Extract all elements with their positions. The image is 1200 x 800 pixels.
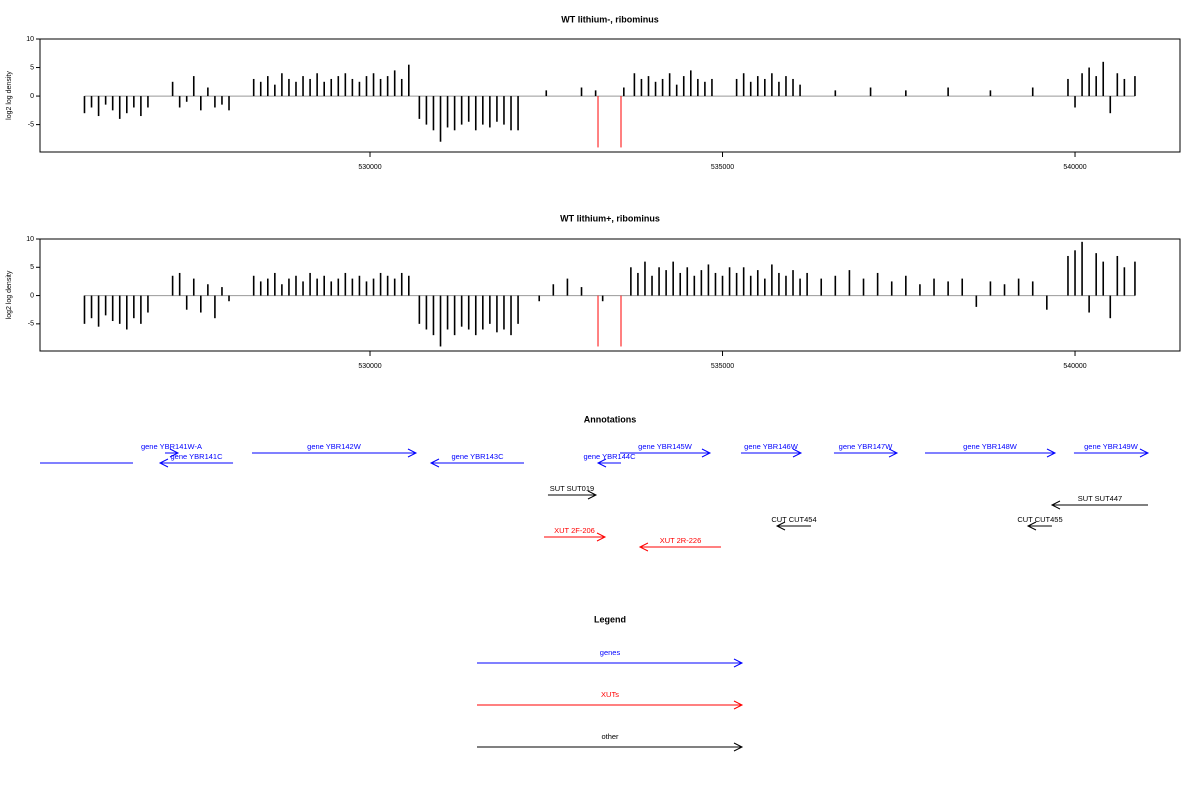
feature-arrow-head (169, 448, 180, 458)
plot-frame (39, 238, 1181, 352)
feature-arrow-head (1026, 521, 1037, 531)
feature-label: CUT CUT454 (771, 515, 816, 524)
feature-arrow-head (638, 542, 649, 552)
y-axis-label: log2 log density (6, 71, 13, 120)
feature-arrow-head (1050, 500, 1061, 510)
feature-label: CUT CUT455 (1017, 515, 1062, 524)
legend-arrow-head (733, 700, 744, 710)
feature-arrow-head (407, 448, 418, 458)
legend-title: Legend (594, 614, 626, 624)
y-tick-label: 5 (30, 264, 34, 271)
annotations-title: Annotations (584, 414, 637, 424)
y-tick-label: -5 (28, 321, 34, 328)
feature-arrow-head (596, 532, 607, 542)
feature-label: gene YBR142W (307, 442, 362, 451)
feature-label: gene YBR145W (638, 442, 693, 451)
x-tick-label: 540000 (1063, 164, 1086, 171)
feature-arrow-head (775, 521, 786, 531)
y-tick-label: 0 (30, 292, 34, 299)
legend-label: XUTs (601, 690, 619, 699)
y-tick-label: 5 (30, 64, 34, 71)
feature-arrow-head (429, 458, 440, 468)
y-axis-label: log2 log density (6, 270, 13, 319)
feature-arrow-head (701, 448, 712, 458)
x-tick-label: 540000 (1063, 363, 1086, 370)
legend-label: other (601, 732, 619, 741)
legend-arrow-head (733, 658, 744, 668)
feature-label: XUT 2F-206 (554, 526, 595, 535)
chart-title: WT lithium+, ribominus (560, 213, 660, 223)
x-tick-label: 535000 (711, 164, 734, 171)
feature-arrow-head (1139, 448, 1150, 458)
y-tick-label: 10 (26, 36, 34, 43)
legend-arrow-head (733, 742, 744, 752)
y-tick-label: -5 (28, 121, 34, 128)
feature-label: gene YBR148W (963, 442, 1018, 451)
feature-label: gene YBR149W (1084, 442, 1139, 451)
feature-arrow-head (792, 448, 803, 458)
feature-arrow-head (1046, 448, 1057, 458)
x-tick-label: 530000 (358, 164, 381, 171)
chart-title: WT lithium-, ribominus (561, 14, 659, 24)
feature-arrow-head (158, 458, 169, 468)
feature-arrow-head (587, 490, 598, 500)
y-tick-label: 10 (26, 236, 34, 243)
feature-label: gene YBR143C (452, 452, 505, 461)
feature-label: SUT SUT019 (550, 484, 594, 493)
x-tick-label: 535000 (711, 363, 734, 370)
feature-label: gene YBR141W-A (141, 442, 202, 451)
legend-label: genes (600, 648, 621, 657)
feature-arrow-head (888, 448, 899, 458)
feature-arrow-head (596, 458, 607, 468)
x-tick-label: 530000 (358, 363, 381, 370)
feature-label: gene YBR147W (839, 442, 894, 451)
y-tick-label: 0 (30, 93, 34, 100)
plot-frame (39, 38, 1181, 153)
feature-label: gene YBR144C (584, 452, 637, 461)
feature-label: gene YBR146W (744, 442, 799, 451)
feature-label: gene YBR141C (171, 452, 224, 461)
feature-label: SUT SUT447 (1078, 494, 1122, 503)
feature-label: XUT 2R-226 (660, 536, 702, 545)
